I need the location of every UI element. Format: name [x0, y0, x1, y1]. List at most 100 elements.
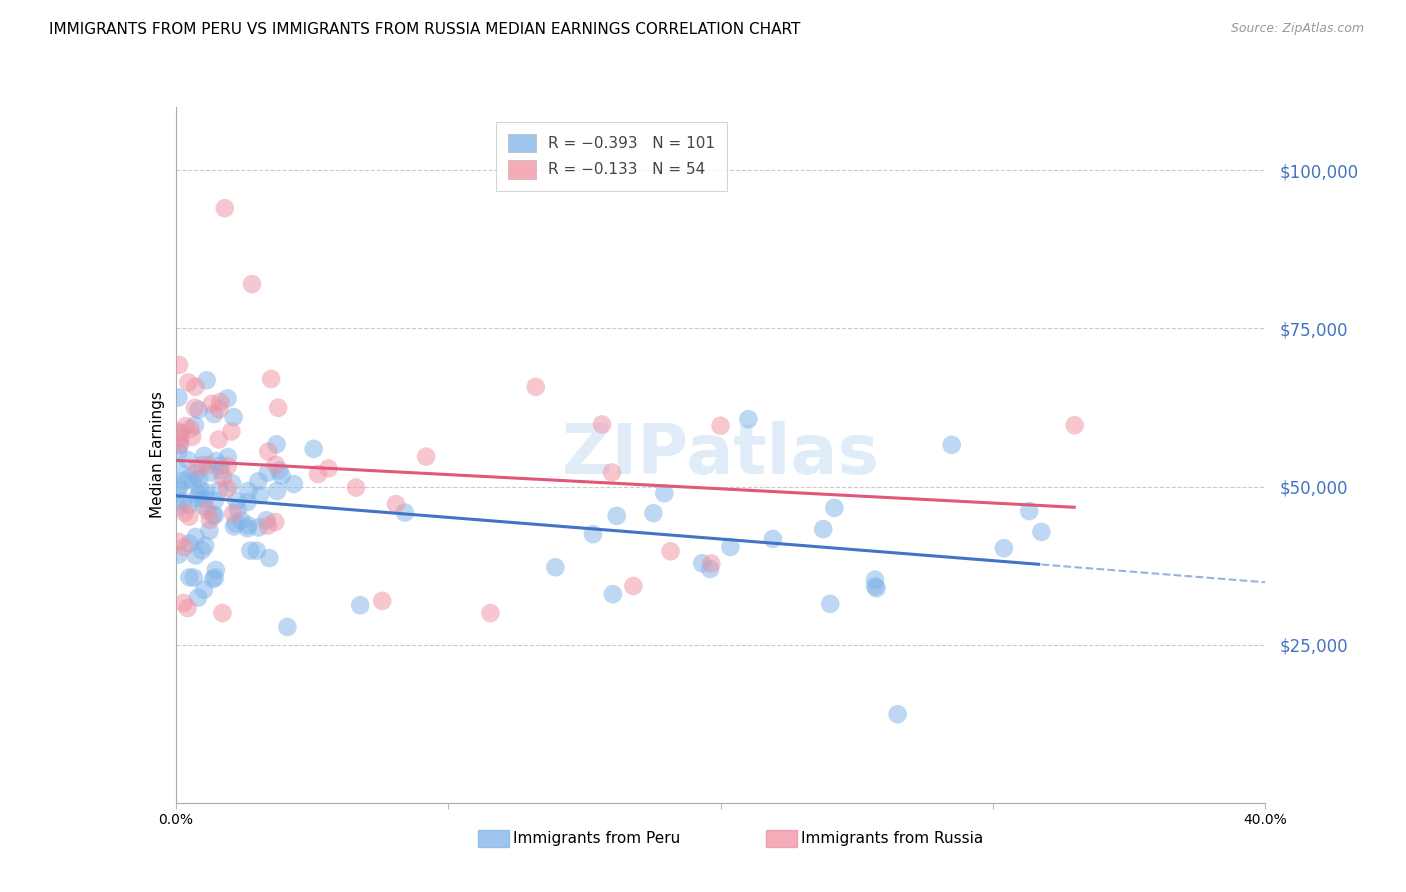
Point	[200, 466, 222, 480]
Point	[176, 453, 198, 467]
Point	[167, 391, 190, 405]
Point	[865, 581, 887, 595]
Point	[202, 572, 225, 586]
Point	[184, 401, 207, 415]
Point	[211, 606, 233, 620]
Point	[186, 491, 208, 506]
Point	[201, 397, 224, 411]
Point	[208, 458, 231, 473]
Point	[318, 461, 340, 475]
Point	[167, 500, 190, 514]
Point	[349, 599, 371, 613]
Point	[247, 520, 270, 534]
Point	[197, 458, 219, 473]
Point	[247, 475, 270, 489]
Point	[167, 463, 190, 477]
Point	[266, 437, 288, 451]
Point	[205, 563, 228, 577]
Point	[699, 562, 721, 576]
Point	[718, 540, 741, 554]
Point	[191, 543, 214, 558]
Point	[260, 372, 283, 386]
Point	[193, 449, 215, 463]
Point	[179, 570, 201, 584]
Point	[236, 521, 259, 535]
Point	[238, 483, 260, 498]
Point	[264, 458, 287, 472]
Point	[1031, 524, 1053, 539]
Point	[225, 516, 247, 531]
Point	[167, 425, 190, 439]
Point	[204, 493, 226, 508]
Point	[194, 491, 217, 506]
Point	[226, 502, 249, 516]
Point	[169, 432, 191, 446]
Point	[993, 541, 1015, 556]
Point	[167, 483, 190, 497]
Point	[307, 467, 329, 481]
Point	[217, 482, 239, 496]
Point	[208, 433, 231, 447]
Point	[187, 591, 209, 605]
Point	[259, 551, 281, 566]
Point	[187, 402, 209, 417]
Point	[172, 494, 194, 508]
Point	[257, 444, 280, 458]
Point	[737, 412, 759, 426]
Point	[177, 376, 200, 390]
Text: IMMIGRANTS FROM PERU VS IMMIGRANTS FROM RUSSIA MEDIAN EARNINGS CORRELATION CHART: IMMIGRANTS FROM PERU VS IMMIGRANTS FROM …	[49, 22, 800, 37]
Legend: R = −0.393   N = 101, R = −0.133   N = 54: R = −0.393 N = 101, R = −0.133 N = 54	[496, 121, 727, 191]
Point	[582, 527, 605, 541]
Point	[202, 407, 225, 421]
Point	[659, 544, 682, 558]
Point	[193, 499, 215, 513]
Y-axis label: Median Earnings: Median Earnings	[149, 392, 165, 518]
Point	[239, 543, 262, 558]
Point	[863, 573, 886, 587]
Point	[194, 539, 217, 553]
Point	[222, 519, 245, 533]
Point	[394, 506, 416, 520]
Point	[179, 536, 201, 550]
Point	[249, 488, 271, 502]
Point	[240, 277, 263, 292]
Point	[198, 524, 221, 538]
Point	[204, 508, 226, 523]
Point	[188, 487, 211, 501]
Point	[209, 395, 232, 409]
Point	[886, 707, 908, 722]
Point	[179, 422, 201, 436]
Point	[544, 560, 567, 574]
Point	[167, 438, 190, 452]
Point	[643, 506, 665, 520]
Point	[236, 518, 259, 533]
Point	[690, 556, 713, 570]
Point	[217, 392, 239, 406]
Text: Immigrants from Peru: Immigrants from Peru	[513, 831, 681, 846]
Point	[344, 481, 367, 495]
Point	[167, 534, 190, 549]
Point	[371, 594, 394, 608]
Point	[204, 570, 226, 584]
Point	[266, 483, 288, 498]
Text: Immigrants from Russia: Immigrants from Russia	[801, 831, 984, 846]
Point	[174, 419, 197, 434]
Point	[212, 470, 235, 484]
Point	[173, 540, 195, 554]
Point	[267, 401, 290, 415]
Point	[177, 499, 200, 513]
Point	[170, 425, 193, 440]
Point	[184, 467, 207, 481]
Point	[302, 442, 325, 456]
Point	[167, 358, 190, 372]
Point	[283, 477, 305, 491]
Point	[276, 620, 298, 634]
Point	[818, 597, 841, 611]
Point	[184, 380, 207, 394]
Point	[179, 471, 201, 485]
Point	[1063, 418, 1085, 433]
Point	[195, 373, 218, 387]
Point	[184, 418, 207, 433]
Point	[762, 532, 785, 546]
Point	[198, 513, 221, 527]
